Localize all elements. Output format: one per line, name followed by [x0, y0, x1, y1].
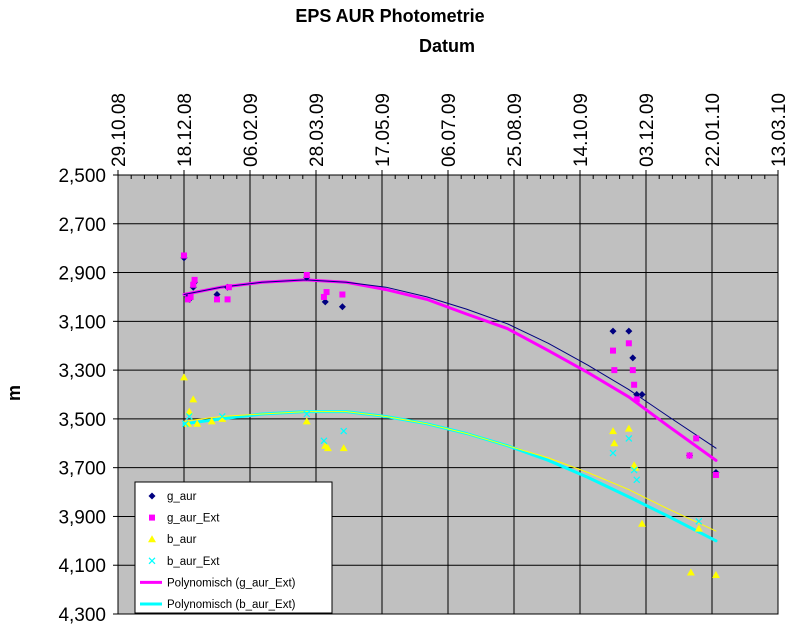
point-b_aur_ext [695, 517, 703, 525]
y-tick-label: 2,700 [58, 215, 106, 236]
legend-label: g_aur [167, 491, 197, 503]
point-b_aur [180, 373, 188, 381]
point-b_aur_ext [609, 449, 617, 457]
point-b_aur_ext [633, 476, 641, 484]
point-g_aur_ext [629, 367, 636, 374]
point-g_aur_ext [214, 296, 220, 303]
point-b_aur_ext [218, 413, 226, 420]
x-tick-label: 03.12.09 [637, 93, 658, 167]
point-g_aur_ext [320, 293, 327, 300]
legend: g_aur g_aur_Ext b_aur b_aur_Ext Polynomisch … [134, 481, 333, 614]
y-tick-label: 3,300 [58, 361, 106, 382]
point-g_aur_ext [225, 284, 232, 291]
x-tick-label: 17.05.09 [373, 93, 394, 167]
x-tick-label: 13.03.10 [769, 93, 790, 167]
point-g_aur_ext [693, 435, 700, 442]
point-b_aur_ext [340, 427, 348, 435]
legend-label: b_aur [167, 534, 197, 546]
point-b_aur [193, 419, 202, 427]
point-g_aur [321, 298, 329, 306]
data-points [180, 252, 720, 578]
y-tick-label: 4,100 [58, 556, 106, 577]
point-g_aur [213, 291, 221, 299]
y-tick-label: 3,500 [58, 410, 106, 431]
legend-label: Polynomisch (g_aur_Ext) [167, 577, 296, 589]
legend-box [134, 481, 333, 614]
x-tick-label: 22.01.10 [703, 93, 724, 167]
y-tick-label: 3,900 [58, 507, 106, 528]
trendlines [182, 278, 718, 543]
point-g_aur [609, 327, 617, 335]
point-g_aur_ext [339, 291, 346, 298]
point-b_aur [694, 524, 703, 532]
minor-ticks [117, 175, 779, 179]
y-tick-label: 2,500 [58, 166, 106, 187]
point-b_aur [609, 427, 617, 435]
point-b_aur [686, 568, 695, 576]
point-g_aur_ext [224, 296, 231, 303]
point-b_aur_ext [303, 410, 311, 418]
point-g_aur_ext [187, 293, 194, 300]
x-tick-label: 28.03.09 [307, 93, 328, 167]
x-tick-label: 06.02.09 [241, 93, 262, 167]
y-tick-label: 2,900 [58, 264, 106, 285]
point-g_aur_ext [633, 396, 640, 403]
point-g_aur_ext [191, 276, 198, 283]
point-g_aur [338, 303, 346, 311]
point-b_aur [624, 424, 633, 432]
point-g_aur_ext [610, 347, 616, 354]
x-tick-label: 29.10.08 [109, 93, 130, 167]
point-b_aur [339, 444, 348, 452]
point-b_aur [638, 519, 647, 527]
point-b_aur [185, 407, 194, 415]
legend-marker [149, 514, 155, 521]
legend-marker [148, 492, 156, 500]
legend-marker [148, 535, 156, 543]
x-axis-title: Datum [419, 36, 475, 56]
point-b_aur [610, 439, 619, 447]
trendline-polynomischb_aur [183, 411, 717, 532]
point-b_aur_ext [625, 434, 633, 442]
point-b_aur_ext [181, 420, 189, 428]
point-b_aur [189, 395, 198, 403]
point-g_aur [638, 391, 646, 398]
y-tick-label: 3,100 [58, 312, 106, 333]
legend-label: g_aur_Ext [167, 513, 220, 525]
trendline-polynomischg_aur [183, 279, 717, 449]
legend-label: Polynomisch (b_aur_Ext) [167, 599, 296, 611]
point-b_aur_ext [185, 413, 193, 420]
y-tick-label: 3,700 [58, 459, 106, 480]
point-b_aur [302, 417, 311, 425]
point-g_aur_ext [323, 289, 330, 296]
point-b_aur [711, 570, 720, 578]
legend-marker [148, 557, 156, 565]
point-b_aur [218, 414, 227, 422]
legend-label: b_aur_Ext [167, 556, 220, 568]
point-g_aur_ext [181, 252, 187, 259]
point-g_aur [633, 391, 641, 398]
y-axis-label: m [4, 385, 24, 401]
point-b_aur [323, 444, 332, 452]
point-g_aur_ext [631, 381, 638, 388]
point-g_aur_ext [190, 281, 197, 288]
point-g_aur_ext [686, 452, 693, 459]
y-tick-label: 4,300 [58, 605, 106, 626]
x-tick-label: 25.08.09 [505, 93, 526, 167]
point-g_aur_ext [303, 271, 310, 278]
x-tick-label: 18.12.08 [175, 93, 196, 167]
point-b_aur [207, 417, 216, 425]
point-g_aur_ext [625, 340, 632, 347]
y-tick-labels: 2,500 2,700 2,900 3,100 3,300 3,500 3,700 3,900… [58, 166, 106, 626]
point-g_aur_ext [712, 471, 719, 478]
x-tick-label: 14.10.09 [571, 93, 592, 167]
chart-title: EPS AUR Photometrie [295, 6, 484, 26]
point-g_aur [629, 354, 637, 362]
x-tick-label: 06.07.09 [439, 93, 460, 167]
x-tick-labels: 29.10.08 18.12.08 06.02.09 28.03.09 17.05.09… [109, 93, 790, 167]
point-b_aur_ext [320, 437, 328, 445]
point-g_aur [625, 327, 633, 335]
point-b_aur_ext [630, 466, 638, 474]
point-g_aur_ext [611, 367, 618, 374]
